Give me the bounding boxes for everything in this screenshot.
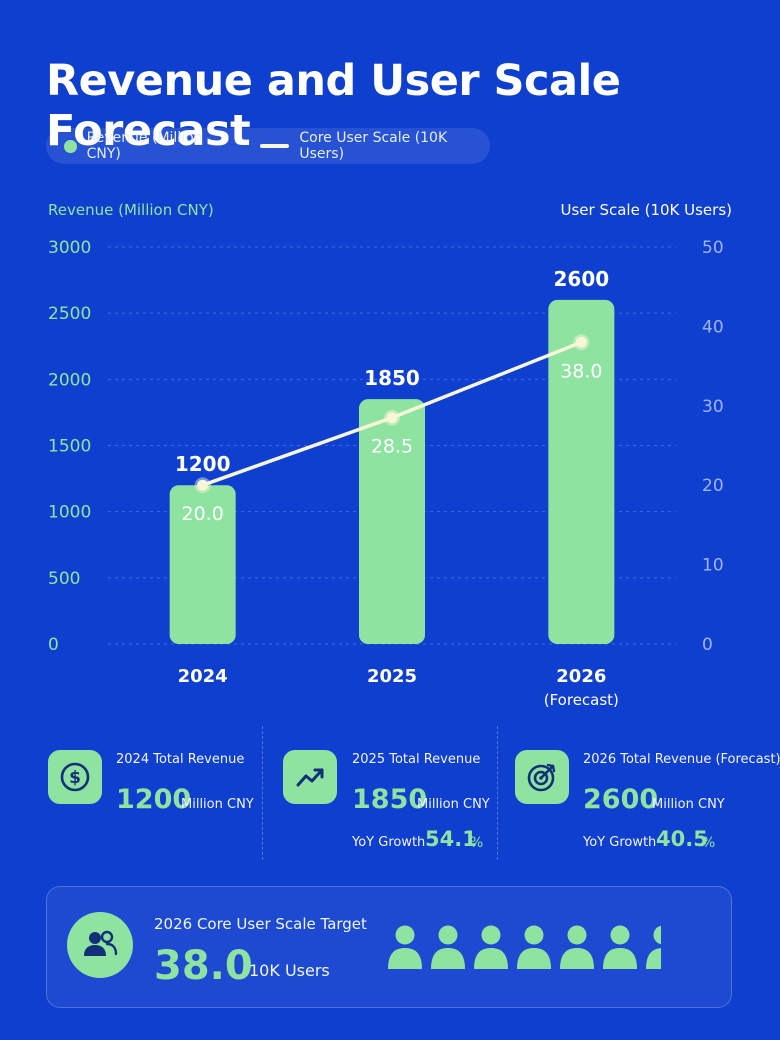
users-point — [197, 479, 209, 491]
y2-tick-label: 40 — [702, 317, 724, 337]
revenue-bar — [169, 485, 236, 644]
y-tick-label: 2500 — [48, 304, 91, 324]
target-icon — [515, 750, 569, 804]
stat-divider — [497, 726, 498, 860]
stat-label: 2025 Total Revenue — [352, 752, 481, 767]
users-icon — [67, 912, 133, 978]
yoy-percent-sign: % — [702, 835, 716, 851]
page-title: Revenue and User Scale Forecast — [46, 56, 621, 156]
y-tick-label: 1500 — [48, 437, 91, 457]
person-icon — [387, 923, 430, 975]
y-tick-label: 3000 — [48, 238, 91, 258]
stat-value: 2600 — [583, 784, 659, 815]
person-icon — [473, 923, 516, 975]
x-tick-label: 2025 — [367, 666, 417, 687]
stat-value: 1850 — [352, 784, 428, 815]
user-target-card: 2026 Core User Scale Target 38.0 10K Use… — [46, 886, 732, 1008]
person-icon — [516, 923, 559, 975]
target-label: 2026 Core User Scale Target — [154, 915, 367, 933]
revenue-legend-label: Revenue (Million CNY) — [86, 130, 203, 162]
svg-text:$: $ — [69, 768, 81, 788]
yoy-percent-sign: % — [470, 835, 484, 851]
users-point — [575, 336, 587, 348]
yoy-label: YoY Growth — [352, 835, 426, 850]
target-unit: 10K Users — [249, 961, 330, 980]
y2-tick-label: 0 — [702, 635, 713, 655]
y2-tick-label: 10 — [702, 556, 724, 576]
trend-up-icon — [283, 750, 337, 804]
stat-value: 1200 — [116, 784, 192, 815]
y2-tick-label: 20 — [702, 476, 724, 496]
bar-value-label: 1850 — [364, 366, 420, 390]
stat-unit: Million CNY — [181, 797, 254, 812]
revenue-bar — [359, 399, 425, 644]
users-point — [386, 412, 398, 424]
stat-label: 2026 Total Revenue (Forecast) — [583, 752, 780, 767]
y-tick-label: 500 — [48, 569, 80, 589]
person-icon — [430, 923, 473, 975]
y-axis-title: Revenue (Million CNY) — [48, 201, 214, 219]
stat-divider — [262, 726, 263, 860]
bar-value-label: 2600 — [553, 267, 609, 291]
y-tick-label: 0 — [48, 635, 59, 655]
line-value-label: 28.5 — [371, 436, 413, 458]
revenue-legend-swatch — [64, 139, 77, 153]
x-tick-label: 2026 — [556, 666, 606, 687]
person-icon — [602, 923, 645, 975]
target-value: 38.0 — [154, 943, 253, 989]
y2-axis-title: User Scale (10K Users) — [561, 201, 732, 219]
y-tick-label: 1000 — [48, 503, 91, 523]
person-icon — [559, 923, 602, 975]
stat-unit: Million CNY — [417, 797, 490, 812]
line-value-label: 38.0 — [560, 360, 602, 382]
x-tick-note: (Forecast) — [544, 691, 619, 709]
revenue-bar — [548, 299, 615, 644]
chart-legend: Revenue (Million CNY) Core User Scale (1… — [46, 128, 490, 164]
yoy-value: 54.1 — [425, 827, 477, 851]
y2-tick-label: 30 — [702, 397, 724, 417]
users-legend-label: Core User Scale (10K Users) — [299, 130, 448, 162]
users-legend-swatch — [260, 144, 290, 148]
x-tick-label: 2024 — [178, 666, 228, 687]
person-icon — [645, 923, 688, 975]
y2-tick-label: 50 — [702, 238, 724, 258]
stat-unit: Million CNY — [652, 797, 725, 812]
user-scale-pictogram — [387, 923, 688, 975]
y-tick-label: 2000 — [48, 370, 91, 390]
revenue-user-chart: Revenue (Million CNY) User Scale (10K Use… — [48, 201, 732, 709]
dollar-icon: $ — [48, 750, 102, 804]
line-value-label: 20.0 — [182, 503, 224, 525]
yoy-value: 40.5 — [656, 827, 708, 851]
yoy-label: YoY Growth — [583, 835, 657, 850]
stat-label: 2024 Total Revenue — [116, 752, 245, 767]
bar-value-label: 1200 — [175, 452, 231, 476]
